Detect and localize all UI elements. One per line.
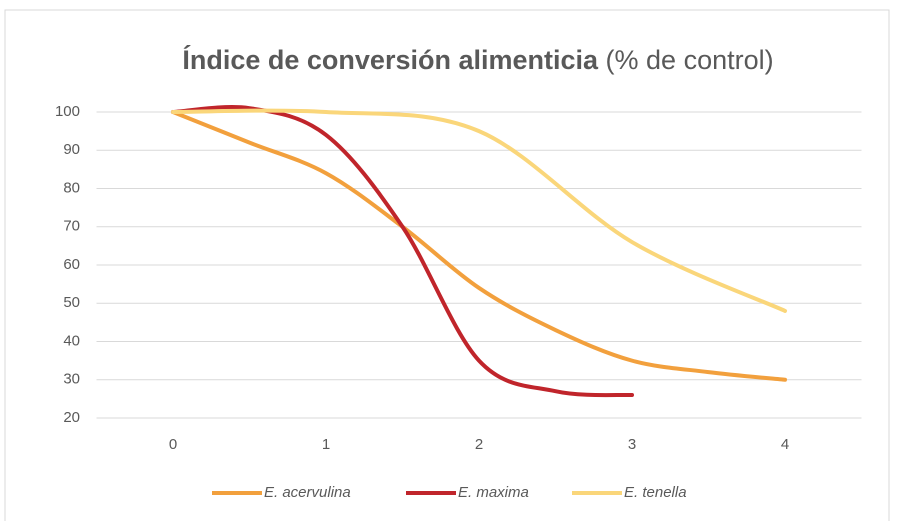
x-tick-label: 3	[628, 436, 636, 453]
y-tick-label: 90	[63, 141, 80, 158]
series-line	[171, 108, 787, 313]
legend-label: E. acervulina	[264, 484, 351, 501]
x-tick-label: 0	[169, 436, 177, 453]
y-tick-label: 80	[63, 179, 80, 196]
title-note: (% de control)	[606, 45, 774, 75]
series-line	[171, 110, 787, 382]
legend-label: E. maxima	[458, 484, 529, 501]
y-tick-label: 40	[63, 332, 80, 349]
y-tick-label: 100	[55, 103, 80, 120]
series-line	[171, 105, 634, 398]
y-tick-label: 60	[63, 256, 80, 273]
y-tick-label: 70	[63, 218, 80, 235]
title-main: Índice de conversión alimenticia	[182, 44, 599, 75]
x-tick-label: 4	[781, 436, 789, 453]
chart-title: Índice de conversión alimenticia (% de c…	[182, 44, 773, 75]
x-tick-label: 1	[322, 436, 330, 453]
y-tick-label: 30	[63, 371, 80, 388]
x-tick-label: 2	[475, 436, 483, 453]
y-tick-label: 50	[63, 294, 80, 311]
y-tick-label: 20	[63, 409, 80, 426]
legend-label: E. tenella	[624, 484, 687, 501]
